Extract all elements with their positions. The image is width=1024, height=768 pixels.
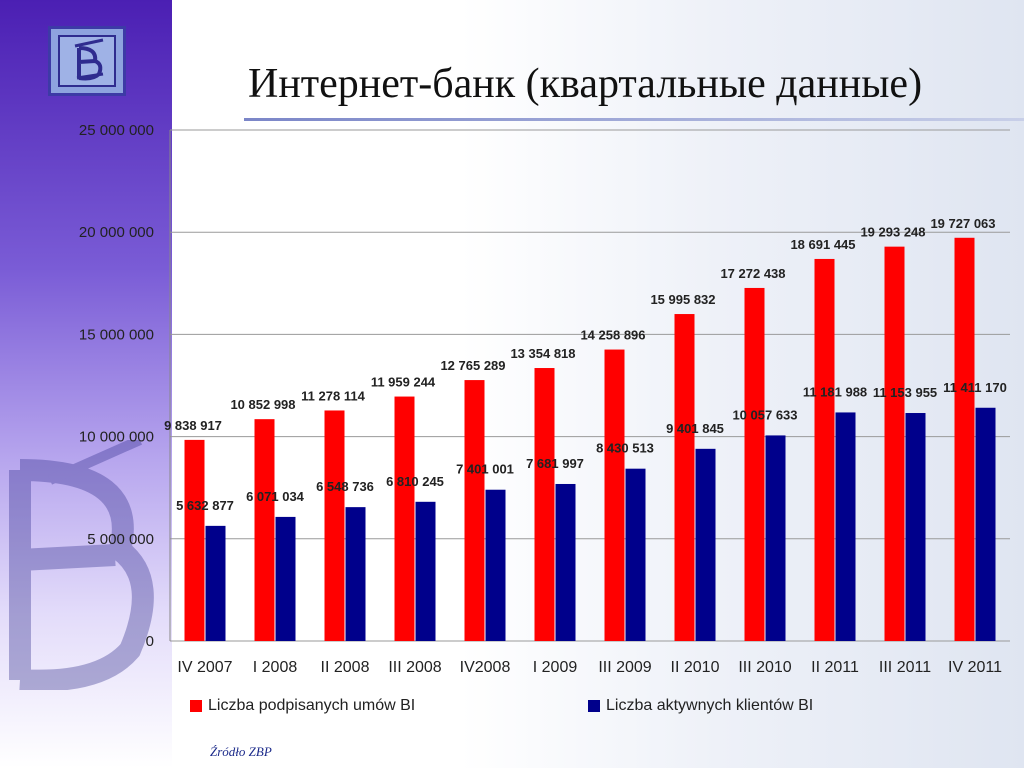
x-category-label: IV 2007 [177,659,232,676]
data-label-signed-contracts: 11 959 244 [371,375,436,390]
y-axis: 0 5 000 000 10 000 000 15 000 000 20 000 000… [79,122,171,650]
bar-signed-contracts [324,410,345,641]
data-label-active-clients: 5 632 877 [176,498,234,513]
y-tick-label: 5 000 000 [87,531,154,548]
data-label-active-clients: 11 411 170 [943,380,1007,395]
data-label-active-clients: 8 430 513 [596,441,654,456]
gridlines [170,129,1010,642]
bar-active-clients [415,501,436,641]
y-tick-label: 10 000 000 [79,429,154,446]
data-label-active-clients: 11 153 955 [873,385,937,400]
x-category-label: III 2008 [388,659,441,676]
bar-signed-contracts [534,368,555,641]
data-label-signed-contracts: 14 258 896 [580,328,645,343]
data-label-active-clients: 11 181 988 [803,384,867,399]
data-label-signed-contracts: 9 838 917 [164,418,222,433]
bar-signed-contracts [254,419,275,641]
data-label-signed-contracts: 10 852 998 [230,397,295,412]
bar-signed-contracts [884,246,905,642]
bar-active-clients [625,468,646,641]
legend-swatch-blue [588,700,600,712]
bar-active-clients [975,407,996,641]
logo-b-icon [58,35,116,87]
title-underline [244,118,1024,121]
chart-legend: Liczba podpisanych umów BI Liczba aktywn… [190,697,1000,723]
bar-active-clients [485,489,506,641]
data-label-active-clients: 7 401 001 [456,462,514,477]
x-category-label: III 2011 [879,659,931,676]
x-category-label: II 2011 [811,659,859,676]
slide-title: Интернет-банк (квартальные данные) [248,61,923,107]
data-label-signed-contracts: 11 278 114 [301,388,365,403]
data-label-active-clients: 6 071 034 [246,489,305,504]
data-label-signed-contracts: 15 995 832 [650,292,715,307]
bar-signed-contracts [184,439,205,641]
legend-item-active-clients: Liczba aktywnych klientów BI [588,697,813,715]
data-label-signed-contracts: 17 272 438 [720,266,785,281]
x-category-label: II 2010 [671,659,720,676]
bar-signed-contracts [744,287,765,641]
x-category-label: III 2009 [598,659,651,676]
data-label-signed-contracts: 13 354 818 [510,346,575,361]
x-category-label: II 2008 [321,659,370,676]
source-note: Źródło ZBP [210,744,272,759]
bar-signed-contracts [954,237,975,641]
legend-swatch-red [190,700,202,712]
data-label-signed-contracts: 19 293 248 [860,225,925,240]
bar-active-clients [695,448,716,641]
bar-signed-contracts [464,380,485,641]
bar-signed-contracts [604,349,625,641]
bar-active-clients [555,483,576,641]
logo-watermark [9,440,154,690]
data-labels: 9 838 917 5 632 877 10 852 998 6 071 034 11 … [164,216,1007,513]
y-tick-label: 20 000 000 [79,224,154,241]
x-category-label: IV 2011 [948,659,1002,676]
bar-active-clients [205,525,226,641]
bar-signed-contracts [674,314,695,641]
data-label-signed-contracts: 19 727 063 [930,216,995,231]
legend-label-active-clients: Liczba aktywnych klientów BI [606,697,814,714]
x-category-label: IV2008 [460,659,511,676]
data-label-active-clients: 6 548 736 [316,479,374,494]
data-label-active-clients: 9 401 845 [666,421,724,436]
bar-signed-contracts [394,396,415,641]
y-tick-label: 25 000 000 [79,122,154,139]
y-tick-label: 0 [146,633,154,650]
bar-active-clients [835,412,856,641]
y-tick-label: 15 000 000 [79,326,154,343]
side-color-band [0,0,172,768]
bar-active-clients [345,507,366,641]
bar-active-clients [905,413,926,641]
legend-item-signed-contracts: Liczba podpisanych umów BI [190,697,415,715]
x-category-label: I 2009 [533,659,578,676]
x-category-label: III 2010 [738,659,791,676]
bar-active-clients [765,435,786,641]
bars [184,237,996,642]
bar-signed-contracts [814,258,835,641]
data-label-signed-contracts: 12 765 289 [440,358,505,373]
bank-logo [48,26,126,96]
data-label-active-clients: 7 681 997 [526,456,584,471]
x-axis-labels: IV 2007 I 2008 II 2008 III 2008 IV2008 I 2009… [177,659,1002,676]
data-label-signed-contracts: 18 691 445 [790,237,855,252]
data-label-active-clients: 6 810 245 [386,474,444,489]
legend-label-signed-contracts: Liczba podpisanych umów BI [208,697,416,714]
x-category-label: I 2008 [253,659,298,676]
bar-active-clients [275,516,296,641]
data-label-active-clients: 10 057 633 [732,407,797,422]
